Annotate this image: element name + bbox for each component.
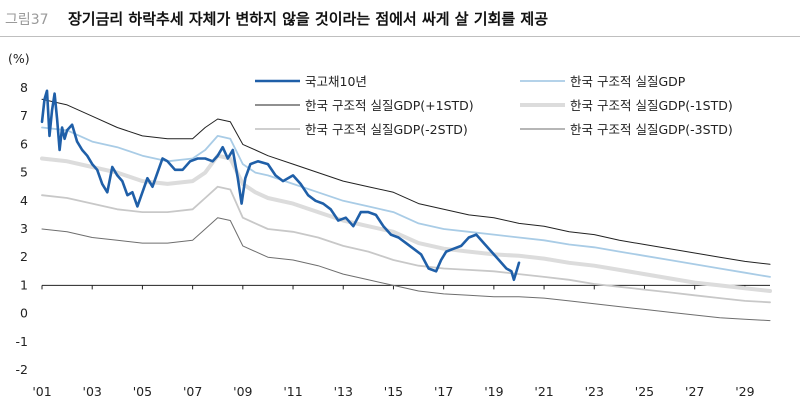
series-line-5 — [41, 217, 771, 322]
y-tick-label: 8 — [20, 80, 28, 95]
y-tick-label: 1 — [20, 277, 28, 292]
header-divider — [0, 36, 800, 37]
x-tick-label: '13 — [334, 384, 353, 399]
series-line-4 — [41, 185, 771, 304]
series-line-0 — [40, 89, 521, 282]
x-tick-label: '17 — [434, 384, 453, 399]
y-tick-label: 2 — [20, 249, 28, 264]
y-tick-label: 3 — [20, 221, 28, 236]
legend-label: 한국 구조적 실질GDP(-1STD) — [570, 98, 733, 113]
x-tick-label: '29 — [735, 384, 754, 399]
series-line-2 — [41, 98, 771, 265]
y-unit-label: (%) — [8, 51, 30, 66]
legend-label: 한국 구조적 실질GDP(-3STD) — [570, 122, 733, 137]
y-tick-label: 6 — [20, 136, 28, 151]
series-layer — [40, 89, 772, 322]
series-line-1 — [41, 126, 771, 278]
y-tick-label: 7 — [20, 108, 28, 123]
y-tick-label: 5 — [20, 165, 28, 180]
series-line-3 — [40, 153, 772, 293]
x-tick-label: '05 — [133, 384, 152, 399]
x-tick-label: '11 — [283, 384, 302, 399]
x-tick-label: '15 — [384, 384, 403, 399]
x-tick-label: '07 — [183, 384, 202, 399]
legend-label: 한국 구조적 실질GDP(-2STD) — [305, 122, 468, 137]
y-axis-ticks: 8 7 6 5 4 3 2 1 0 -1 -2 — [16, 80, 29, 377]
y-tick-label: 0 — [20, 306, 28, 321]
x-tick-label: '25 — [635, 384, 654, 399]
legend-label: 국고채10년 — [305, 74, 367, 89]
chart-title: 장기금리 하락추세 자체가 변하지 않을 것이라는 점에서 싸게 살 기회를 제… — [68, 10, 549, 28]
chart-header: 그림37 장기금리 하락추세 자체가 변하지 않을 것이라는 점에서 싸게 살 … — [0, 0, 800, 36]
y-tick-label: -1 — [16, 334, 28, 349]
x-tick-label: '23 — [585, 384, 604, 399]
x-axis-ticks: '01 '03 '05 '07 '09 '11 '13 '15 '17 '19 '21 '23 '25 '… — [32, 285, 755, 399]
legend-label: 한국 구조적 실질GDP(+1STD) — [305, 98, 474, 113]
x-tick-label: '03 — [83, 384, 102, 399]
y-tick-label: -2 — [16, 362, 28, 377]
legend: 국고채10년 한국 구조적 실질GDP 한국 구조적 실질GDP(+1STD) 한국 … — [255, 74, 733, 137]
y-tick-label: 4 — [20, 193, 28, 208]
legend-label: 한국 구조적 실질GDP — [570, 74, 686, 89]
x-tick-label: '01 — [32, 384, 51, 399]
figure-label: 그림37 — [5, 12, 49, 28]
x-tick-label: '19 — [484, 384, 503, 399]
x-tick-label: '21 — [534, 384, 553, 399]
x-tick-label: '27 — [685, 384, 704, 399]
x-tick-label: '09 — [233, 384, 252, 399]
